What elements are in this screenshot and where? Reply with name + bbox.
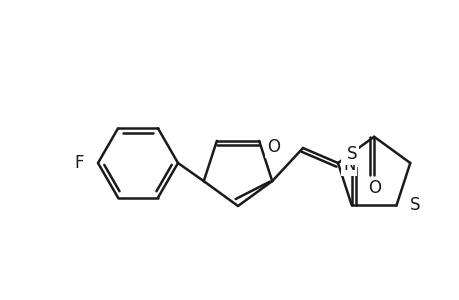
Text: O: O — [267, 138, 280, 156]
Text: S: S — [346, 146, 356, 164]
Text: S: S — [409, 196, 419, 214]
Text: O: O — [367, 179, 380, 197]
Text: N: N — [342, 156, 355, 174]
Text: F: F — [74, 154, 84, 172]
